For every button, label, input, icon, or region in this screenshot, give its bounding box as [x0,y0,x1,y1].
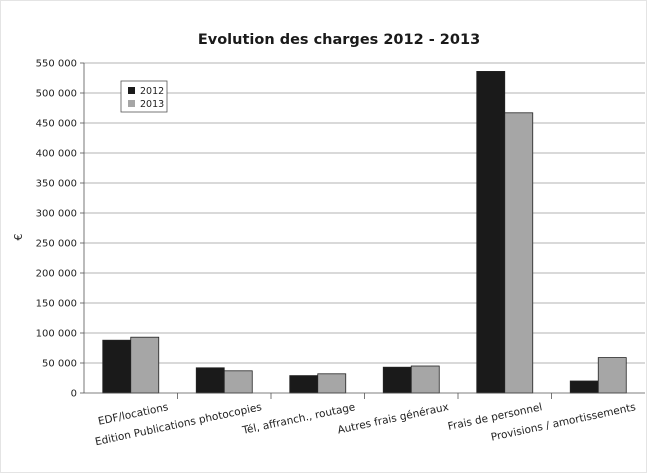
y-tick-label: 300 000 [36,209,77,220]
bar-2013-5 [597,357,627,394]
gridlines [80,62,645,394]
bars [102,71,627,394]
bar-2013-2 [317,373,347,394]
bar-2012-2 [289,375,319,394]
bar-2013-0 [130,336,160,394]
axes [83,63,645,399]
y-tick-label: 450 000 [36,119,77,130]
y-tick-label: 200 000 [36,269,77,280]
bar-2012-4 [476,71,506,394]
y-tick-label: 350 000 [36,179,77,190]
bar-2012-1 [195,367,225,394]
y-axis-label: € [12,234,25,241]
bar-2013-3 [410,365,440,394]
legend-swatch-2013 [128,100,135,107]
bar-2013-4 [504,112,534,394]
y-tick-labels: 0 50 000 100 000 150 000 200 000 250 000 300 0… [36,59,77,400]
y-tick-label: 100 000 [36,329,77,340]
category-label: Edition Publications photocopies [94,401,263,448]
y-tick-label: 250 000 [36,239,77,250]
legend: 2012 2013 [120,80,168,113]
y-tick-label: 50 000 [42,359,77,370]
bar-2012-5 [569,380,599,394]
y-tick-label: 500 000 [36,89,77,100]
y-tick-label: 400 000 [36,149,77,160]
y-tick-label: 0 [71,389,77,400]
chart-title: Evolution des charges 2012 - 2013 [198,32,480,48]
bar-2013-1 [223,370,253,394]
y-tick-label: 150 000 [36,299,77,310]
y-tick-label: 550 000 [36,59,77,70]
legend-label-2013: 2013 [140,99,164,110]
bar-2012-0 [102,339,132,394]
legend-swatch-2012 [128,87,135,94]
bar-2012-3 [382,366,412,394]
legend-label-2012: 2012 [140,86,164,97]
